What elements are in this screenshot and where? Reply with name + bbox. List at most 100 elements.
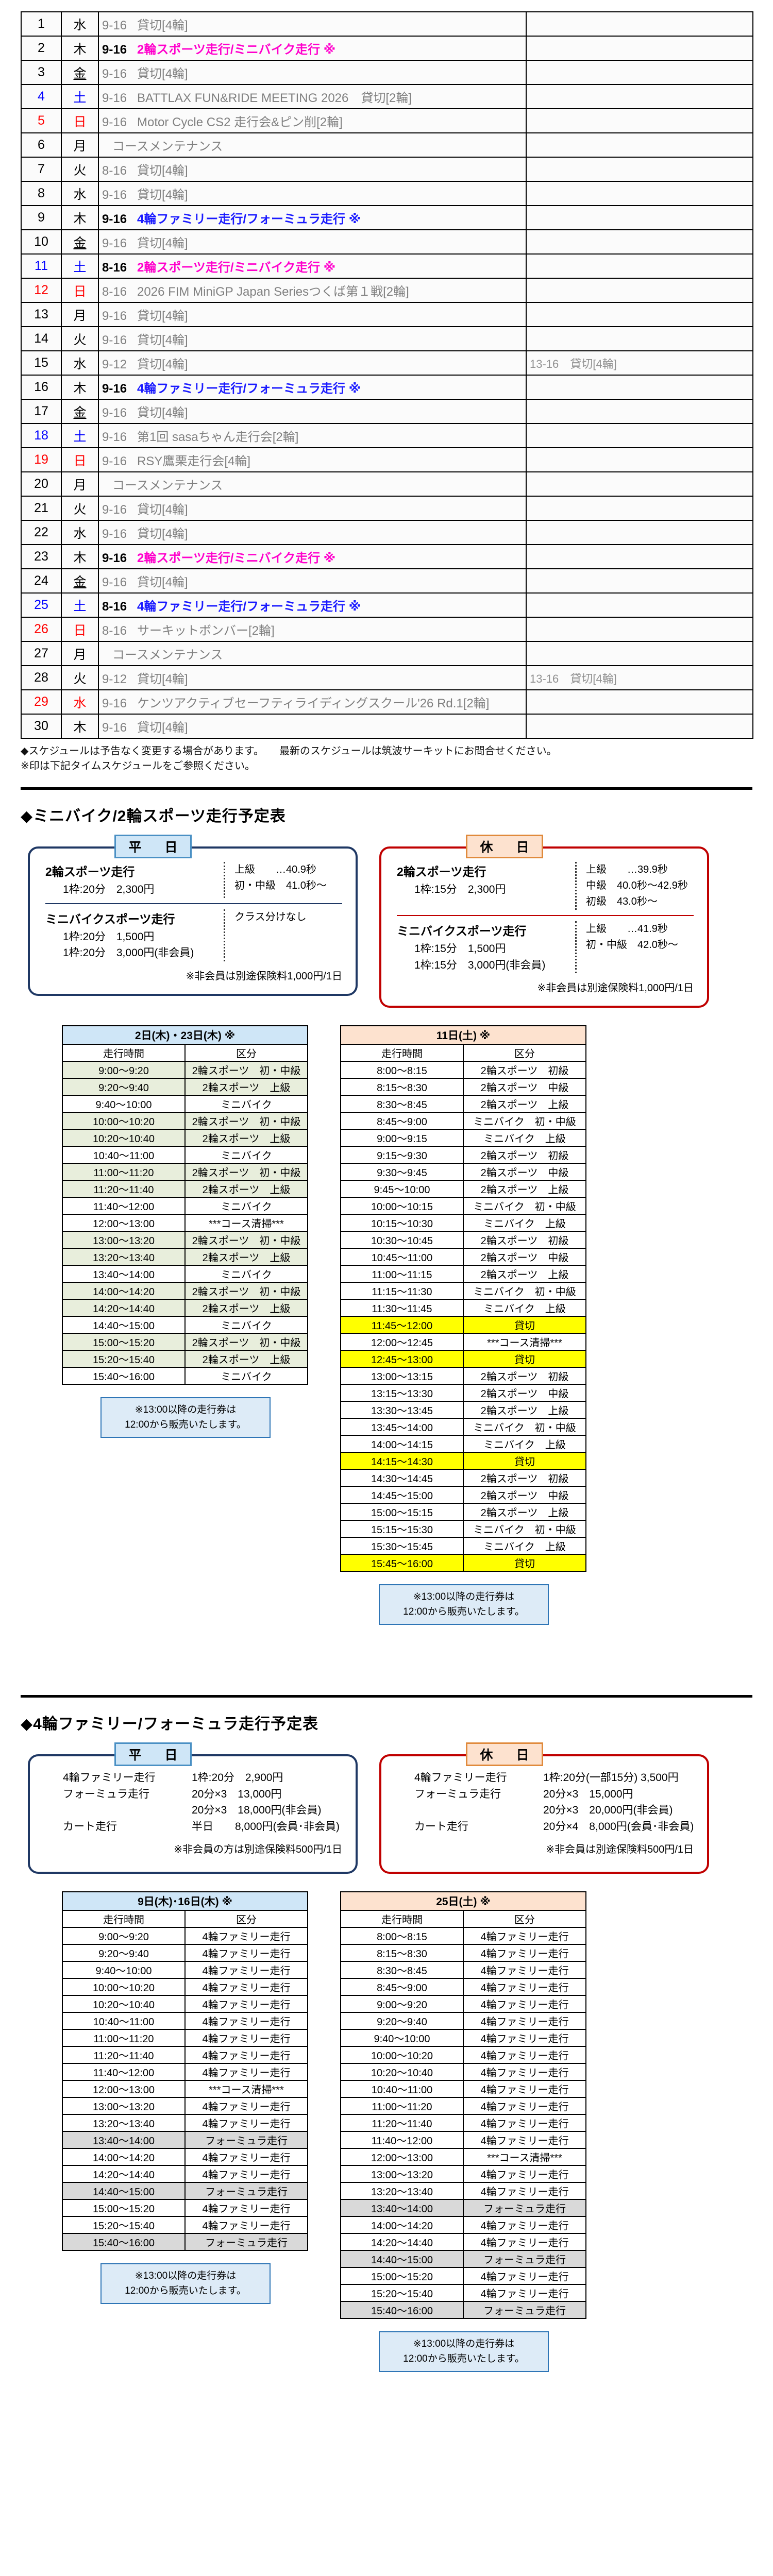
calendar-event-time: 9-16 bbox=[102, 43, 127, 57]
calendar-event-cell: 9-16 4輪ファミリー走行/フォーミュラ走行 ※ bbox=[98, 205, 527, 230]
fee-price-value: 半日 8,000円(会員･非会員) bbox=[192, 1820, 340, 1833]
schedule-category: 2輪スポーツ 初・中級 bbox=[184, 1231, 308, 1249]
calendar-row: 27 月コースメンテナンス bbox=[21, 641, 753, 666]
schedule-col-time: 走行時間 bbox=[340, 1044, 464, 1062]
moto-schedule-left: 2日(木)・23日(木) ※ 走行時間 区分 9:00～9:20 2輪スポーツ 初・中級… bbox=[62, 1025, 309, 1625]
fee-price-line: フォーミュラ走行 20分×3 13,000円 bbox=[45, 1786, 342, 1803]
calendar-row: 26 日 8-16 サーキットボンバー[2輪] bbox=[21, 617, 753, 642]
schedule-time: 15:20～15:40 bbox=[62, 1350, 186, 1368]
schedule-time: 10:20～10:40 bbox=[340, 2063, 464, 2081]
schedule-title-row: 2日(木)・23日(木) ※ bbox=[62, 1025, 308, 1045]
calendar-row: 21 火 9-16 貸切[4輪] bbox=[21, 496, 753, 521]
calendar-secondary-event bbox=[526, 617, 753, 642]
calendar-event-cell: 8-16 サーキットボンバー[2輪] bbox=[98, 617, 527, 642]
schedule-category: ミニバイク bbox=[184, 1146, 308, 1164]
calendar-event-cell: 9-16 貸切[4輪] bbox=[98, 568, 527, 594]
fee-price-value: 20分×4 8,000円(会員･非会員) bbox=[543, 1820, 694, 1833]
calendar-row: 4 土 9-16 BATTLAX FUN&RIDE MEETING 2026 貸切[2… bbox=[21, 84, 753, 109]
schedule-time: 9:45～10:00 bbox=[340, 1180, 464, 1198]
schedule-time: 11:00～11:20 bbox=[62, 2029, 186, 2047]
calendar-day-of-week: 木 bbox=[61, 205, 99, 230]
calendar-row: 24 金 9-16 貸切[4輪] bbox=[21, 568, 753, 594]
schedule-time: 14:20～14:40 bbox=[62, 1299, 186, 1317]
calendar-row: 19 日 9-16 RSY鷹栗走行会[4輪] bbox=[21, 447, 753, 472]
schedule-title-row: 11日(土) ※ bbox=[340, 1025, 586, 1045]
schedule-time: 12:45～13:00 bbox=[340, 1350, 464, 1368]
schedule-time: 9:20～9:40 bbox=[340, 2012, 464, 2030]
schedule-time: 10:00～10:20 bbox=[62, 1112, 186, 1130]
schedule-category: 4輪ファミリー走行 bbox=[463, 1961, 586, 1979]
schedule-row: 9:00～9:20 2輪スポーツ 初・中級 bbox=[62, 1061, 308, 1079]
schedule-category: 2輪スポーツ 初級 bbox=[463, 1146, 586, 1164]
fee-category-name: 2輪スポーツ走行 bbox=[45, 865, 135, 878]
schedule-time: 14:45～15:00 bbox=[340, 1486, 464, 1504]
calendar-event-name: 貸切[4輪] bbox=[137, 19, 188, 32]
section-divider-2 bbox=[21, 1695, 752, 1698]
calendar-row: 25 土 8-16 4輪ファミリー走行/フォーミュラ走行 ※ bbox=[21, 592, 753, 618]
moto-holiday-box: 2輪スポーツ走行 1枠:15分 2,300円 上級 …39.9秒 中級 40.0秒～4… bbox=[379, 846, 709, 1008]
calendar-day-number: 30 bbox=[21, 714, 62, 739]
schedule-category: ミニバイク 初・中級 bbox=[463, 1418, 586, 1436]
schedule-category: 4輪ファミリー走行 bbox=[463, 2063, 586, 2081]
schedule-time: 9:40～10:00 bbox=[340, 2029, 464, 2047]
fee-block: ミニバイクスポーツ走行 1枠:15分 1,500円 1枠:15分 3,000円(非会… bbox=[397, 921, 694, 973]
fee-category-name: フォーミュラ走行 bbox=[63, 1788, 149, 1800]
schedule-note-line: ※13:00以降の走行券は bbox=[135, 2270, 237, 2281]
schedule-row: 13:15～13:30 2輪スポーツ 中級 bbox=[340, 1384, 586, 1402]
schedule-time: 15:15～15:30 bbox=[340, 1520, 464, 1538]
moto-holiday-tab: 休 日 bbox=[466, 835, 543, 858]
calendar-event-time: 9-16 bbox=[102, 575, 127, 589]
calendar-day-of-week: 日 bbox=[61, 617, 99, 642]
schedule-row: 15:00～15:20 4輪ファミリー走行 bbox=[62, 2199, 308, 2217]
calendar-event-name: 2輪スポーツ走行/ミニバイク走行 ※ bbox=[137, 261, 336, 275]
fee-block-left: ミニバイクスポーツ走行 1枠:15分 1,500円 1枠:15分 3,000円(非会… bbox=[397, 921, 575, 973]
calendar-event-cell: 8-16 2026 FIM MiniGP Japan Seriesつくば第１戦[2… bbox=[98, 278, 527, 303]
car-holiday-panel: 休 日 4輪ファミリー走行 1枠:20分(一部15分) 3,500円 フォーミュラ走… bbox=[379, 1742, 709, 1874]
schedule-time: 9:20～9:40 bbox=[62, 1944, 186, 1962]
schedule-row: 10:20～10:40 2輪スポーツ 上級 bbox=[62, 1129, 308, 1147]
calendar-row: 2 木 9-16 2輪スポーツ走行/ミニバイク走行 ※ bbox=[21, 36, 753, 61]
moto-schedule-right-table: 11日(土) ※ 走行時間 区分 8:00～8:15 2輪スポーツ 初級 8:15～8:3… bbox=[340, 1025, 586, 1572]
calendar-day-number: 23 bbox=[21, 544, 62, 569]
fee-price-line: 20分×3 18,000円(非会員) bbox=[45, 1802, 342, 1819]
schedule-category: 4輪ファミリー走行 bbox=[463, 2080, 586, 2098]
calendar-event-cell: 9-16 BATTLAX FUN&RIDE MEETING 2026 貸切[2輪] bbox=[98, 84, 527, 109]
calendar-day-number: 2 bbox=[21, 36, 62, 61]
schedule-note-line: 12:00から販売いたします。 bbox=[125, 2285, 246, 2296]
schedule-time: 10:00～10:15 bbox=[340, 1197, 464, 1215]
schedule-time: 10:00～10:20 bbox=[340, 2046, 464, 2064]
schedule-row: 12:45～13:00 貸切 bbox=[340, 1350, 586, 1368]
fee-block-left: 2輪スポーツ走行 1枠:15分 2,300円 bbox=[397, 862, 575, 910]
schedule-row: 9:20～9:40 2輪スポーツ 上級 bbox=[62, 1078, 308, 1096]
schedule-category: 4輪ファミリー走行 bbox=[184, 2063, 308, 2081]
schedule-time: 13:00～13:20 bbox=[62, 1231, 186, 1249]
schedule-col-category: 区分 bbox=[463, 1910, 586, 1928]
car-schedule-left-note: ※13:00以降の走行券は 12:00から販売いたします。 bbox=[100, 2263, 271, 2304]
schedule-category: 貸切 bbox=[463, 1452, 586, 1470]
schedule-category: 2輪スポーツ 上級 bbox=[184, 1350, 308, 1368]
schedule-note-line: 12:00から販売いたします。 bbox=[403, 2353, 525, 2364]
schedule-time: 15:40～16:00 bbox=[62, 2233, 186, 2251]
schedule-category: 4輪ファミリー走行 bbox=[184, 2046, 308, 2064]
calendar-day-of-week: 月 bbox=[61, 132, 99, 158]
calendar-day-of-week: 木 bbox=[61, 375, 99, 400]
fee-class-line: 上級 …39.9秒 bbox=[586, 864, 668, 875]
schedule-time: 11:45～12:00 bbox=[340, 1316, 464, 1334]
schedule-category: フォーミュラ走行 bbox=[184, 2233, 308, 2251]
schedule-category: ***コース清掃*** bbox=[463, 2148, 586, 2166]
calendar-event-name: 貸切[4輪] bbox=[137, 503, 188, 517]
car-weekday-tab: 平 日 bbox=[114, 1742, 192, 1766]
calendar-day-number: 1 bbox=[21, 11, 62, 37]
calendar-day-number: 14 bbox=[21, 326, 62, 351]
calendar-row: 8 水 9-16 貸切[4輪] bbox=[21, 181, 753, 206]
schedule-category: フォーミュラ走行 bbox=[463, 2301, 586, 2319]
moto-schedule-left-note: ※13:00以降の走行券は 12:00から販売いたします。 bbox=[100, 1397, 271, 1438]
schedule-row: 9:00～9:20 4輪ファミリー走行 bbox=[62, 1927, 308, 1945]
calendar-event-name: コースメンテナンス bbox=[112, 140, 223, 154]
schedule-time: 12:00～13:00 bbox=[62, 2080, 186, 2098]
calendar-secondary-event bbox=[526, 496, 753, 521]
schedule-category: 4輪ファミリー走行 bbox=[184, 1995, 308, 2013]
calendar-event-cell: 9-16 貸切[4輪] bbox=[98, 11, 527, 37]
schedule-col-time: 走行時間 bbox=[62, 1910, 186, 1928]
calendar-day-of-week: 木 bbox=[61, 714, 99, 739]
